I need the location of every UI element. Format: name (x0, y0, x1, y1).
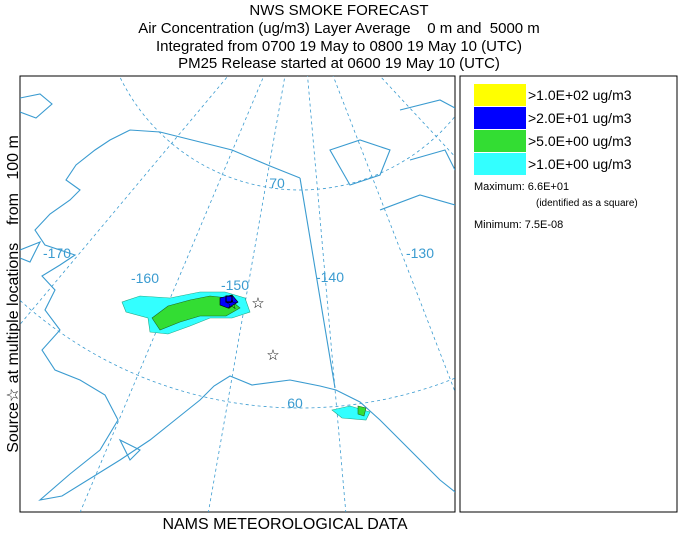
meridian (208, 76, 286, 512)
longitude-label: -130 (406, 245, 434, 261)
meridian (307, 76, 347, 512)
parallel (20, 299, 455, 409)
longitude-label: -170 (43, 245, 71, 261)
minimum: Minimum: 7.5E-08 (474, 219, 563, 231)
map-frame (19, 75, 456, 513)
source-star: ☆ (225, 296, 238, 313)
source-star: ☆ (251, 295, 264, 312)
longitude-label: -150 (221, 277, 249, 293)
longitude-label: -160 (131, 270, 159, 286)
subtitle-line: Integrated from 0700 19 May to 0800 19 M… (156, 38, 522, 55)
legend-swatch (474, 107, 526, 129)
latitude-label: 70 (269, 175, 285, 191)
source-star: ☆ (266, 347, 279, 364)
maximum: Maximum: 6.6E+01 (474, 181, 569, 193)
legend-label: >1.0E+02 ug/m3 (528, 87, 632, 103)
subtitle-line: Air Concentration (ug/m3) Layer Average … (138, 20, 540, 37)
source-label: Source☆ at multiple locations from 100 m (5, 135, 22, 453)
footer: NAMS METEOROLOGICAL DATA (162, 516, 407, 532)
coastline (20, 93, 455, 461)
border (299, 177, 336, 389)
longitude-label: -140 (316, 269, 344, 285)
latitude-label: 60 (287, 395, 303, 411)
maximum-square (225, 295, 233, 303)
legend-swatch (474, 153, 526, 175)
smoke-plume (121, 291, 371, 421)
parallel (119, 76, 455, 191)
smoke-area (151, 295, 241, 331)
meridian (79, 76, 265, 512)
legend-swatch (474, 84, 526, 106)
legend-swatch (474, 130, 526, 152)
coastline (34, 129, 455, 501)
title: NWS SMOKE FORECAST (249, 2, 428, 19)
smoke-area (357, 405, 367, 417)
legend-label: >1.0E+00 ug/m3 (528, 156, 632, 172)
legend-label: >2.0E+01 ug/m3 (528, 110, 632, 126)
maximum-note: (identified as a square) (536, 198, 638, 209)
legend-label: >5.0E+00 ug/m3 (528, 133, 632, 149)
legend: >1.0E+02 ug/m3 >2.0E+01 ug/m3 >5.0E+00 ug/… (474, 84, 632, 175)
subtitle-line: PM25 Release started at 0600 19 May 10 (… (178, 55, 500, 72)
